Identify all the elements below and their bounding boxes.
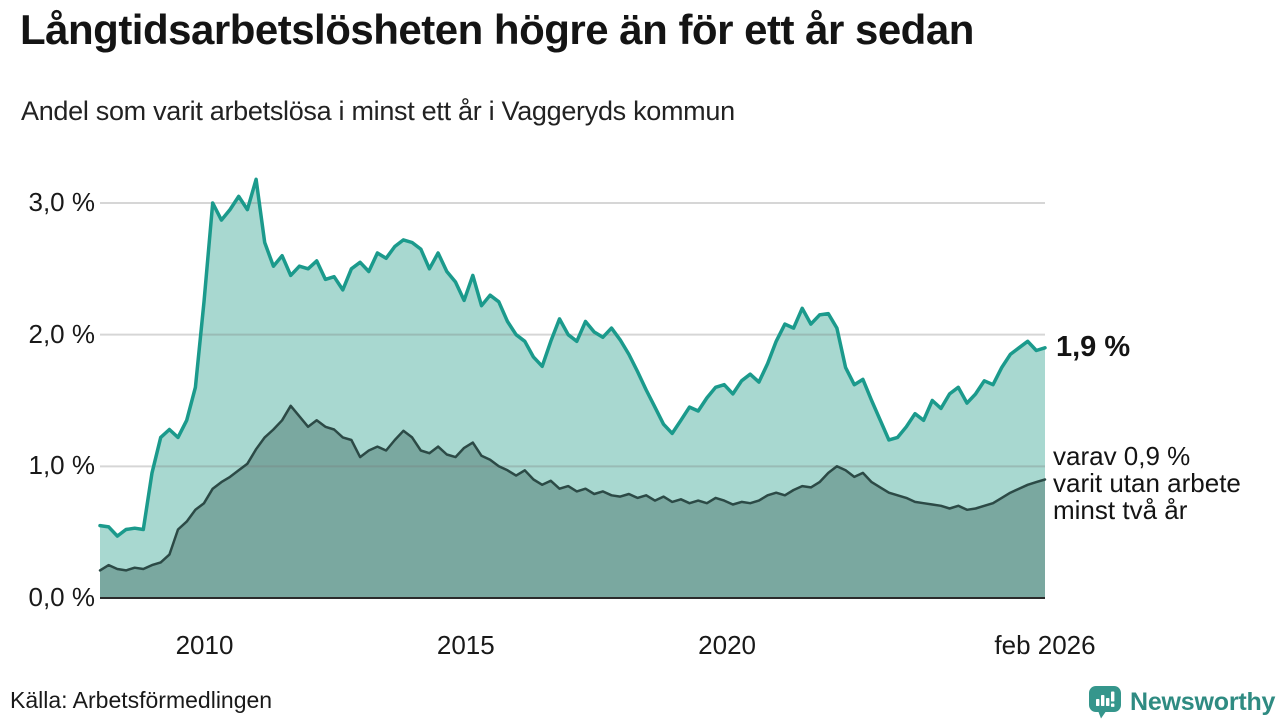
- page-title: Långtidsarbetslösheten högre än för ett …: [20, 6, 974, 53]
- series-line-1: [98, 404, 1047, 572]
- y-axis-tick-2: 2,0 %: [28, 319, 96, 349]
- brand-logo: Newsworthy: [1087, 684, 1275, 720]
- x-axis-tick-feb-2026: feb 2026: [994, 630, 1096, 660]
- x-axis-tick-2020: 2020: [698, 630, 757, 660]
- x-axis-tick-2010: 2010: [175, 630, 234, 660]
- source-note: Källa: Arbetsförmedlingen: [10, 687, 273, 713]
- area-chart-canvas: [98, 177, 1047, 599]
- series-end-label-two-years: varav 0,9 % varit utan arbete minst två …: [1053, 441, 1241, 525]
- newsworthy-pin-icon: [1089, 686, 1121, 719]
- series-line-0: [98, 177, 1047, 538]
- brand-name: Newsworthy: [1130, 687, 1276, 716]
- series-end-label-one-year: 1,9 %: [1056, 331, 1131, 363]
- chart-subtitle: Andel som varit arbetslösa i minst ett å…: [21, 96, 735, 126]
- series-area-1: [100, 405, 1045, 598]
- x-axis-tick-2015: 2015: [436, 630, 495, 660]
- y-axis-tick-3: 3,0 %: [28, 187, 96, 217]
- y-axis-tick-0: 0,0 %: [28, 582, 96, 612]
- y-axis-tick-1: 1,0 %: [28, 450, 96, 480]
